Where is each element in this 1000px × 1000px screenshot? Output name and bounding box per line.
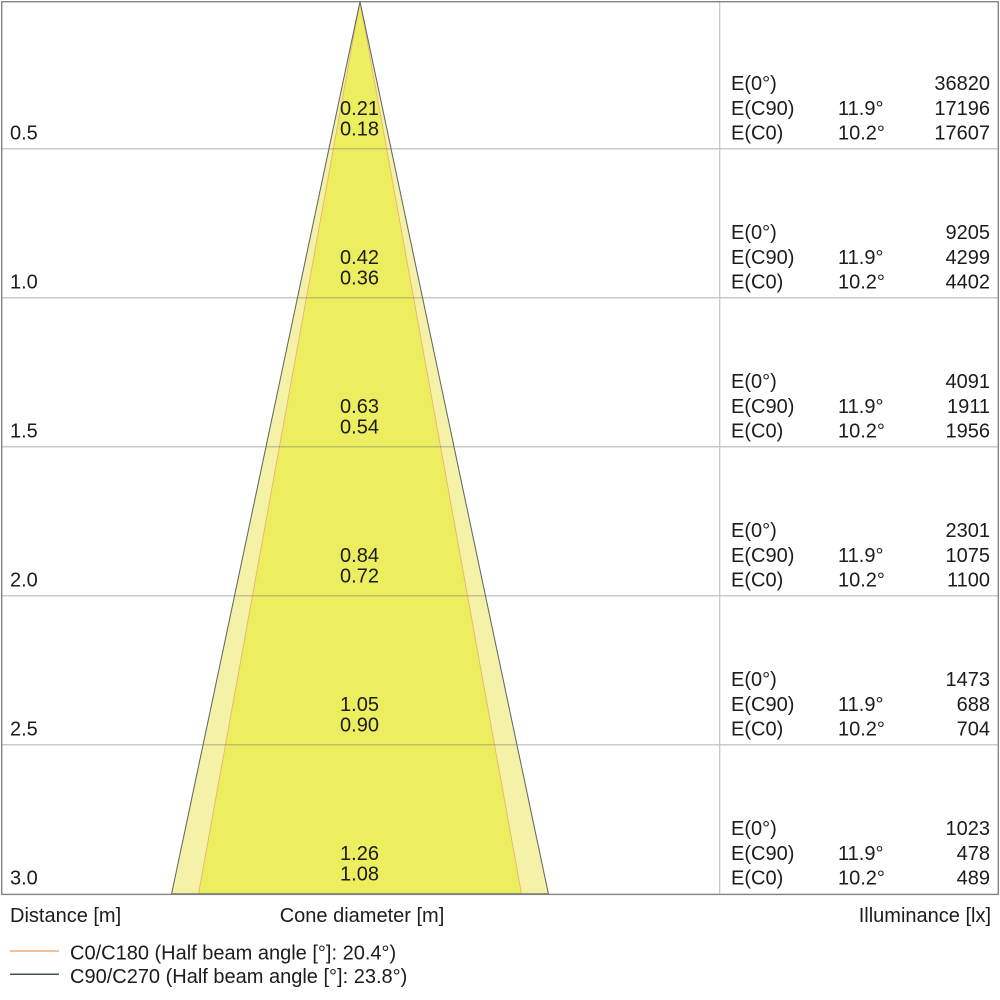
svg-text:1023: 1023 (946, 818, 991, 840)
svg-text:0.5: 0.5 (10, 123, 38, 145)
svg-text:Cone diameter [m]: Cone diameter [m] (280, 905, 445, 927)
svg-text:0.63: 0.63 (340, 396, 379, 418)
svg-text:E(C90): E(C90) (731, 396, 794, 418)
svg-text:E(C0): E(C0) (731, 570, 783, 592)
svg-text:11.9°: 11.9° (838, 843, 883, 865)
svg-text:E(C0): E(C0) (731, 868, 783, 890)
svg-text:9205: 9205 (946, 222, 991, 244)
svg-text:E(0°): E(0°) (731, 669, 777, 691)
svg-text:1473: 1473 (946, 669, 991, 691)
svg-text:36820: 36820 (934, 73, 990, 95)
svg-text:E(0°): E(0°) (731, 520, 777, 542)
svg-text:2.5: 2.5 (10, 719, 38, 741)
svg-text:C0/C180 (Half beam angle [°]:: C0/C180 (Half beam angle [°]: 20.4°) (70, 943, 396, 965)
svg-text:2301: 2301 (946, 520, 991, 542)
svg-text:478: 478 (957, 843, 990, 865)
svg-text:E(0°): E(0°) (731, 371, 777, 393)
svg-text:11.9°: 11.9° (838, 98, 883, 120)
svg-text:0.72: 0.72 (340, 566, 379, 588)
svg-text:0.84: 0.84 (340, 545, 379, 567)
svg-text:10.2°: 10.2° (838, 570, 885, 592)
svg-text:17607: 17607 (934, 123, 990, 145)
svg-text:0.90: 0.90 (340, 715, 379, 737)
svg-text:1.0: 1.0 (10, 272, 38, 294)
svg-text:4402: 4402 (946, 272, 991, 294)
svg-text:3.0: 3.0 (10, 868, 38, 890)
svg-text:E(0°): E(0°) (731, 818, 777, 840)
svg-text:4091: 4091 (946, 371, 991, 393)
svg-text:489: 489 (957, 868, 990, 890)
svg-text:Illuminance [lx]: Illuminance [lx] (859, 905, 991, 927)
svg-text:2.0: 2.0 (10, 570, 38, 592)
svg-text:E(C90): E(C90) (731, 247, 794, 269)
svg-text:E(0°): E(0°) (731, 73, 777, 95)
svg-text:E(C0): E(C0) (731, 123, 783, 145)
svg-text:0.21: 0.21 (340, 98, 379, 120)
svg-text:Distance [m]: Distance [m] (10, 905, 121, 927)
svg-text:E(C0): E(C0) (731, 421, 783, 443)
svg-text:11.9°: 11.9° (838, 396, 883, 418)
svg-text:10.2°: 10.2° (838, 123, 885, 145)
svg-text:17196: 17196 (934, 98, 990, 120)
svg-text:1956: 1956 (946, 421, 991, 443)
svg-text:704: 704 (957, 719, 990, 741)
svg-text:1.26: 1.26 (340, 843, 379, 865)
svg-text:0.36: 0.36 (340, 268, 379, 290)
svg-text:10.2°: 10.2° (838, 719, 885, 741)
svg-text:E(C0): E(C0) (731, 272, 783, 294)
svg-text:E(C90): E(C90) (731, 545, 794, 567)
svg-text:1075: 1075 (946, 545, 991, 567)
svg-text:10.2°: 10.2° (838, 421, 885, 443)
svg-text:4299: 4299 (946, 247, 991, 269)
svg-text:C90/C270 (Half beam angle [°]:: C90/C270 (Half beam angle [°]: 23.8°) (70, 966, 407, 988)
svg-text:E(0°): E(0°) (731, 222, 777, 244)
svg-text:1.5: 1.5 (10, 421, 38, 443)
svg-text:1.05: 1.05 (340, 694, 379, 716)
svg-text:E(C90): E(C90) (731, 98, 794, 120)
svg-text:688: 688 (957, 694, 990, 716)
svg-text:E(C90): E(C90) (731, 843, 794, 865)
svg-text:E(C0): E(C0) (731, 719, 783, 741)
svg-text:E(C90): E(C90) (731, 694, 794, 716)
svg-text:10.2°: 10.2° (838, 272, 885, 294)
svg-text:0.18: 0.18 (340, 119, 379, 141)
svg-text:11.9°: 11.9° (838, 694, 883, 716)
svg-text:1911: 1911 (947, 396, 990, 418)
svg-text:0.54: 0.54 (340, 417, 379, 439)
svg-text:11.9°: 11.9° (838, 545, 883, 567)
svg-text:11.9°: 11.9° (838, 247, 883, 269)
svg-text:1.08: 1.08 (340, 864, 379, 886)
svg-text:1100: 1100 (947, 570, 990, 592)
svg-text:10.2°: 10.2° (838, 868, 885, 890)
svg-text:0.42: 0.42 (340, 247, 379, 269)
